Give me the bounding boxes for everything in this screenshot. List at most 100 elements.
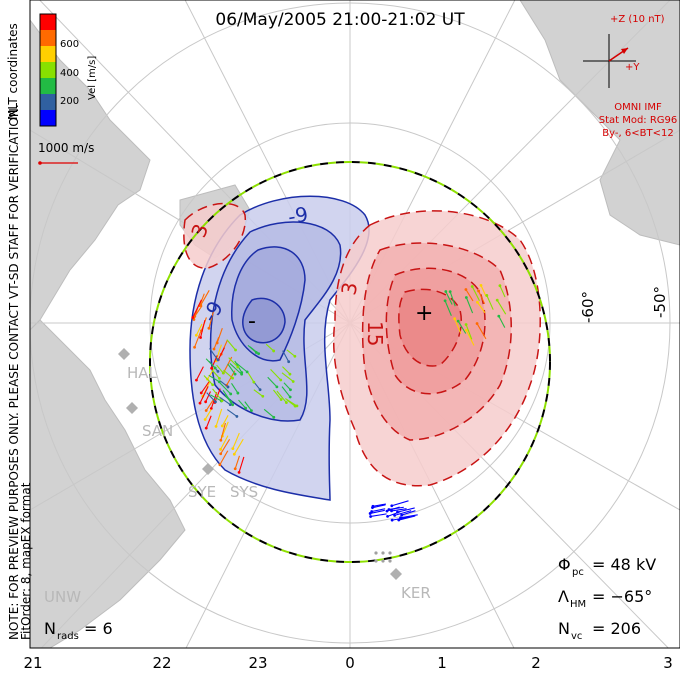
velocity-vector-origin <box>235 415 239 418</box>
velocity-vector-origin <box>444 290 448 293</box>
colorbar-tick-600: 600 <box>60 39 79 50</box>
mlt-label-23: 23 <box>248 654 267 672</box>
velocity-vector <box>370 513 387 518</box>
velocity-vector-origin <box>216 358 220 362</box>
velocity-vector-origin <box>393 513 397 517</box>
velocity-vector <box>454 318 462 334</box>
velocity-vector-origin <box>210 366 214 370</box>
latitude-label-50: -50° <box>651 286 669 318</box>
imf-panel: +Z (10 nT) +Y OMNI IMF Stat Mod: RG96 By… <box>583 14 677 139</box>
velocity-vector <box>476 323 487 340</box>
velocity-vector <box>394 510 412 516</box>
side-note-line1: NOTE: FOR PREVIEW PURPOSES ONLY. PLEASE … <box>7 104 21 640</box>
colorbar-label: Vel [m/s] <box>87 56 98 100</box>
velocity-vector <box>238 399 246 409</box>
velocity-vector-origin <box>219 447 222 451</box>
velocity-vector-origin <box>199 336 202 339</box>
velocity-vector-origin <box>234 348 237 352</box>
stat-phi-value: = 48 kV <box>592 555 656 574</box>
velocity-vector <box>244 401 252 411</box>
velocity-vector <box>249 346 259 355</box>
contour-label-pos-max: + <box>415 301 433 326</box>
stat-lambda-symbol: Λ <box>558 587 569 606</box>
colorbar-cell <box>40 94 56 111</box>
velocity-vector-origin <box>245 370 249 374</box>
velocity-vector-origin <box>236 365 240 369</box>
coordinates-label: MLT coordinates <box>6 23 20 120</box>
velocity-vector <box>496 299 507 315</box>
velocity-vector-origin <box>295 404 299 408</box>
velocity-vector-origin <box>195 378 198 382</box>
station-label-unw: UNW <box>44 588 81 606</box>
velocity-vector-origin <box>275 385 279 389</box>
contour-label-neg-min: - <box>248 309 256 334</box>
velocity-vector <box>227 363 236 375</box>
velocity-vector-origin <box>226 385 230 389</box>
velocity-vector <box>263 408 275 418</box>
station-label-hal: HAL <box>127 364 158 382</box>
velocity-vector-origin <box>385 509 389 513</box>
mlt-label-1: 1 <box>437 654 447 672</box>
imf-condition: By-, 6<BT<12 <box>602 128 673 139</box>
velocity-vector <box>210 394 222 402</box>
velocity-vector <box>498 315 506 328</box>
station-label-sys: SYS <box>230 483 258 501</box>
velocity-vector <box>206 392 216 403</box>
velocity-vector <box>211 369 220 379</box>
velocity-vector <box>480 285 487 297</box>
velocity-vector <box>222 390 232 403</box>
velocity-vector-origin <box>204 400 208 404</box>
station-label-ker: KER <box>401 584 431 602</box>
velocity-vector-origin <box>369 515 373 518</box>
velocity-vector <box>226 409 238 417</box>
velocity-vector <box>372 504 386 509</box>
velocity-vector-origin <box>213 366 217 370</box>
velocity-vector <box>285 398 298 407</box>
velocity-vector <box>391 500 409 507</box>
positive-cell <box>183 202 541 487</box>
velocity-vector-origin <box>257 352 261 356</box>
velocity-vector-origin <box>204 426 208 430</box>
negative-cell <box>189 195 370 501</box>
velocity-vector <box>224 394 234 406</box>
colorbar-cell <box>40 78 56 95</box>
velocity-vector-origin <box>194 333 198 337</box>
velocity-vector <box>195 366 204 381</box>
velocity-vector-origin <box>390 504 394 508</box>
velocity-vector <box>372 503 387 507</box>
velocity-vector <box>208 374 220 383</box>
station-label-san: SAN <box>142 422 173 440</box>
stat-nrads-value: = 6 <box>84 619 113 638</box>
velocity-vector-origin <box>244 406 247 410</box>
velocity-vector <box>391 508 407 512</box>
velocity-vector <box>270 369 282 381</box>
negative-contour-4 <box>242 297 286 344</box>
velocity-vector <box>205 399 214 411</box>
velocity-vector <box>219 396 231 406</box>
velocity-vector <box>286 349 296 357</box>
grey-marker-dot <box>381 551 385 555</box>
velocity-vector-origin <box>261 394 265 398</box>
velocity-vector-origin <box>464 323 468 326</box>
grey-marker-dot <box>388 551 392 555</box>
plot-frame <box>29 0 680 649</box>
velocity-vector-origin <box>221 371 225 375</box>
grey-marker-dot <box>388 559 392 563</box>
velocity-vector-origin <box>470 285 474 288</box>
contour-label-neg-1: -9 <box>286 202 310 229</box>
velocity-vector-origin <box>231 403 235 407</box>
velocity-vector <box>465 289 474 302</box>
velocity-vector-origin <box>475 322 479 325</box>
colorbar-cell <box>40 46 56 63</box>
velocity-vector <box>199 293 205 306</box>
velocity-vector <box>267 376 278 388</box>
velocity-vector <box>219 450 229 466</box>
velocity-vector <box>220 439 231 455</box>
velocity-vector <box>226 339 236 351</box>
velocity-vector <box>226 370 236 386</box>
colorbar-tick-400: 400 <box>60 68 79 79</box>
land-top-right <box>519 0 680 246</box>
velocity-vector-origin <box>209 407 213 410</box>
velocity-vector-origin <box>250 409 253 412</box>
velocity-vector-origin <box>214 424 218 428</box>
